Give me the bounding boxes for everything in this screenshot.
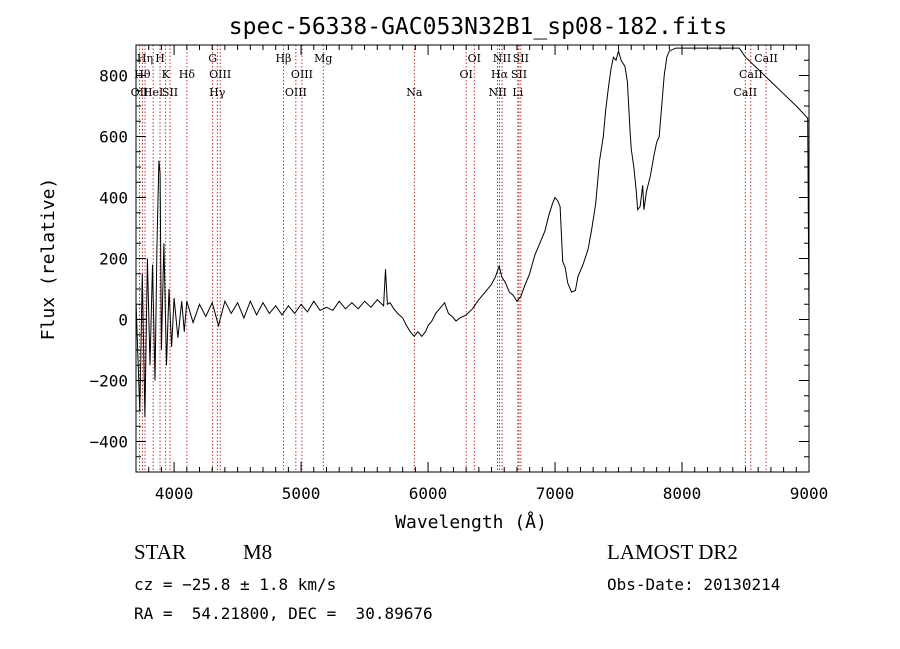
x-tick-label: 9000 bbox=[790, 484, 829, 503]
x-tick-label: 8000 bbox=[663, 484, 702, 503]
y-tick-label: 0 bbox=[118, 311, 128, 330]
redshift-velocity: cz = −25.8 ± 1.8 km/s bbox=[134, 575, 337, 594]
y-tick-label: 800 bbox=[99, 67, 128, 86]
spectral-line-label: CaII bbox=[754, 52, 778, 65]
chart-title: spec-56338-GAC053N32B1_sp08-182.fits bbox=[229, 14, 728, 40]
observation-date: Obs-Date: 20130214 bbox=[607, 575, 781, 594]
coordinates: RA = 54.21800, DEC = 30.89676 bbox=[134, 604, 433, 623]
y-tick-label: 400 bbox=[99, 189, 128, 208]
object-subclass: M8 bbox=[243, 540, 273, 564]
y-tick-label: 600 bbox=[99, 128, 128, 147]
plot-frame bbox=[135, 44, 810, 473]
spectral-line-label: NII bbox=[488, 86, 506, 99]
spectral-line-label: Hθ bbox=[134, 68, 151, 81]
spectral-line-label: G bbox=[208, 52, 217, 65]
spectral-line-label: OIII bbox=[209, 68, 231, 81]
spectral-line-label: Hβ bbox=[275, 52, 291, 65]
survey-name: LAMOST DR2 bbox=[607, 540, 738, 564]
spectral-line-label: Na bbox=[406, 86, 423, 99]
x-tick-label: 6000 bbox=[409, 484, 448, 503]
spectral-line-label: SII bbox=[162, 86, 178, 99]
object-class: STAR bbox=[134, 540, 186, 564]
spectral-line-label: SII bbox=[511, 68, 527, 81]
x-tick-label: 7000 bbox=[536, 484, 575, 503]
spectral-line-label: H bbox=[155, 52, 165, 65]
spectral-line-label: OI bbox=[459, 68, 472, 81]
spectrum-line bbox=[135, 47, 810, 418]
spectral-line-label: Mg bbox=[314, 52, 332, 65]
y-axis-label: Flux (relative) bbox=[38, 178, 59, 341]
spectral-line-label: Hη bbox=[137, 52, 153, 65]
spectral-line-label: Hα bbox=[491, 68, 509, 81]
x-tick-label: 4000 bbox=[155, 484, 194, 503]
spectral-line-label: SII bbox=[513, 52, 529, 65]
spectral-line-label: HeI bbox=[143, 86, 163, 99]
spectral-line-label: CaII bbox=[733, 86, 757, 99]
y-tick-label: −200 bbox=[89, 372, 128, 391]
spectral-line-label: Hγ bbox=[209, 86, 226, 99]
spectral-line-label: Hδ bbox=[179, 68, 196, 81]
spectral-line-label: OIII bbox=[291, 68, 313, 81]
axis-ticks: 4000 5000 6000 7000 8000 9000 −400 −200 0 200 400 6… bbox=[89, 44, 829, 503]
y-tick-label: −400 bbox=[89, 433, 128, 452]
spectral-line-label: OII bbox=[131, 86, 149, 99]
spectral-line-label: OI bbox=[468, 52, 481, 65]
x-tick-label: 5000 bbox=[282, 484, 321, 503]
spectral-line-label: CaII bbox=[739, 68, 763, 81]
spectral-line-markers: OIIHθHηHeIHKSIIHδGHγOIIIHβOIIIOIIIMgNaOI… bbox=[131, 45, 778, 472]
spectrum-series bbox=[135, 47, 810, 418]
spectral-line-label: OIII bbox=[285, 86, 307, 99]
spectral-line-label: Li bbox=[512, 86, 523, 99]
spectral-line-label: K bbox=[162, 68, 171, 81]
x-axis-label: Wavelength (Å) bbox=[395, 511, 547, 533]
spectral-line-label: NII bbox=[493, 52, 511, 65]
y-tick-label: 200 bbox=[99, 250, 128, 269]
